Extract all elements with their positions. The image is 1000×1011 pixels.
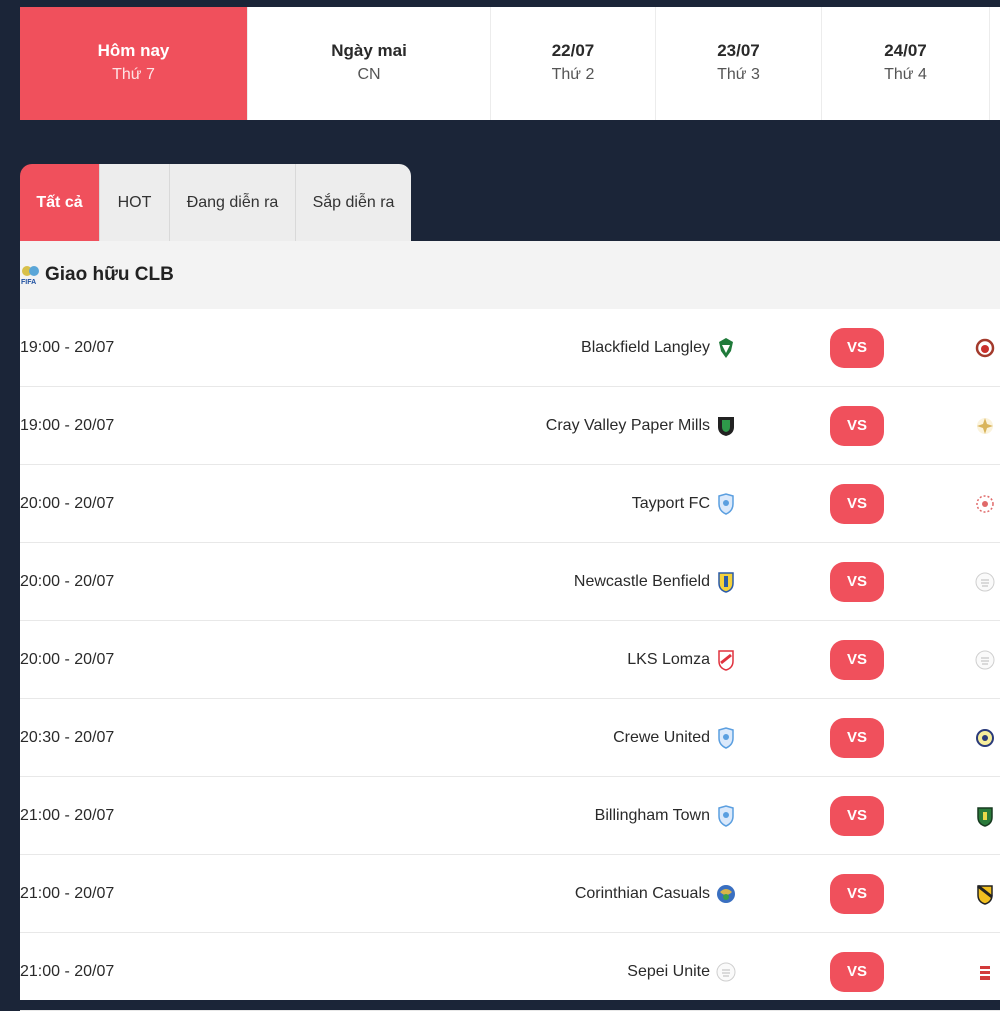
vs-button[interactable]: VS: [830, 328, 884, 368]
match-row[interactable]: 20:00 - 20/07 Newcastle Benfield VS: [20, 543, 1000, 621]
date-selector: Hôm nay Thứ 7 Ngày mai CN 22/07 Thứ 2 23…: [20, 7, 1000, 120]
match-row[interactable]: 19:00 - 20/07 Cray Valley Paper Mills VS: [20, 387, 1000, 465]
away-team-crest-icon: [974, 883, 996, 905]
home-team-name[interactable]: Tayport FC: [631, 495, 710, 512]
match-time: 19:00 - 20/07: [20, 417, 115, 434]
vs-button[interactable]: VS: [830, 562, 884, 602]
home-team-name[interactable]: Billingham Town: [594, 807, 710, 824]
match-time: 20:30 - 20/07: [20, 729, 115, 746]
match-row[interactable]: 21:00 - 20/07 Corinthian Casuals VS: [20, 855, 1000, 933]
away-team-crest-icon: [974, 337, 996, 359]
home-team-name[interactable]: Cray Valley Paper Mills: [545, 417, 710, 434]
lks-lomza-crest-icon: [716, 649, 736, 671]
default-crest-icon: [716, 961, 736, 983]
date-tab-day: 24/07: [884, 40, 927, 60]
match-time: 20:00 - 20/07: [20, 651, 115, 668]
corinthian-casuals-crest-icon: [716, 883, 736, 905]
home-team-name[interactable]: Crewe United: [613, 729, 710, 746]
date-tab-weekday: Thứ 3: [717, 65, 760, 83]
cray-valley-crest-icon: [716, 415, 736, 437]
league-name: Giao hữu CLB: [45, 264, 174, 285]
date-tab-weekday: Thứ 7: [112, 65, 155, 83]
home-team-name[interactable]: Corinthian Casuals: [574, 885, 710, 902]
date-tab-24-07[interactable]: 24/07 Thứ 4: [822, 7, 990, 120]
match-time: 21:00 - 20/07: [20, 885, 115, 902]
match-row[interactable]: 21:00 - 20/07 Sepei Unite VS: [20, 933, 1000, 1011]
match-time: 19:00 - 20/07: [20, 339, 115, 356]
match-time: 21:00 - 20/07: [20, 807, 115, 824]
blackfield-langley-crest-icon: [716, 337, 736, 359]
vs-button[interactable]: VS: [830, 484, 884, 524]
date-tab-weekday: Thứ 4: [884, 65, 927, 83]
date-tab-tomorrow[interactable]: Ngày mai CN: [248, 7, 491, 120]
date-tab-weekday: CN: [357, 65, 381, 83]
tab-upcoming[interactable]: Sắp diễn ra: [296, 164, 411, 241]
home-team-name[interactable]: Blackfield Langley: [581, 339, 710, 356]
svg-text:FIFA: FIFA: [21, 279, 36, 286]
date-tab-22-07[interactable]: 22/07 Thứ 2: [491, 7, 656, 120]
default-crest-icon: [974, 571, 996, 593]
default-crest-icon: [974, 649, 996, 671]
fifa-icon: FIFA: [21, 266, 39, 286]
match-row[interactable]: 20:00 - 20/07 Tayport FC VS: [20, 465, 1000, 543]
away-team-crest-icon: [974, 805, 996, 827]
away-team-crest-icon: [974, 493, 996, 515]
league-header[interactable]: FIFA Giao hữu CLB: [20, 241, 1000, 309]
newcastle-benfield-crest-icon: [716, 571, 736, 593]
home-team-name[interactable]: LKS Lomza: [627, 651, 710, 668]
away-team-crest-icon: [974, 415, 996, 437]
default-team-crest-icon: [716, 805, 736, 827]
vs-button[interactable]: VS: [830, 640, 884, 680]
match-time: 21:00 - 20/07: [20, 963, 115, 980]
date-tab-day: Hôm nay: [97, 40, 170, 60]
filter-tabs: Tất cả HOT Đang diễn ra Sắp diễn ra: [20, 164, 411, 241]
home-team-name[interactable]: Newcastle Benfield: [573, 573, 710, 590]
away-team-crest-icon: [974, 727, 996, 749]
date-tab-today[interactable]: Hôm nay Thứ 7: [20, 7, 248, 120]
vs-button[interactable]: VS: [830, 796, 884, 836]
match-time: 20:00 - 20/07: [20, 495, 115, 512]
vs-button[interactable]: VS: [830, 718, 884, 758]
match-row[interactable]: 19:00 - 20/07 Blackfield Langley VS: [20, 309, 1000, 387]
date-tab-23-07[interactable]: 23/07 Thứ 3: [656, 7, 822, 120]
match-row[interactable]: 20:00 - 20/07 LKS Lomza VS: [20, 621, 1000, 699]
tab-live[interactable]: Đang diễn ra: [170, 164, 296, 241]
home-team-name[interactable]: Sepei Unite: [627, 963, 710, 980]
date-tab-day: Ngày mai: [331, 40, 407, 60]
tab-hot[interactable]: HOT: [100, 164, 170, 241]
default-team-crest-icon: [716, 727, 736, 749]
default-team-crest-icon: [716, 493, 736, 515]
match-time: 20:00 - 20/07: [20, 573, 115, 590]
tab-all[interactable]: Tất cả: [20, 164, 100, 241]
match-row[interactable]: 20:30 - 20/07 Crewe United VS: [20, 699, 1000, 777]
date-tab-weekday: Thứ 2: [551, 65, 595, 83]
vs-button[interactable]: VS: [830, 406, 884, 446]
away-team-crest-icon: [974, 961, 996, 983]
date-tab-day: 22/07: [551, 40, 595, 60]
match-row[interactable]: 21:00 - 20/07 Billingham Town VS: [20, 777, 1000, 855]
vs-button[interactable]: VS: [830, 874, 884, 914]
vs-button[interactable]: VS: [830, 952, 884, 992]
match-list: FIFA Giao hữu CLB 19:00 - 20/07 Blackfiel…: [20, 241, 1000, 1011]
date-tab-day: 23/07: [717, 40, 760, 60]
